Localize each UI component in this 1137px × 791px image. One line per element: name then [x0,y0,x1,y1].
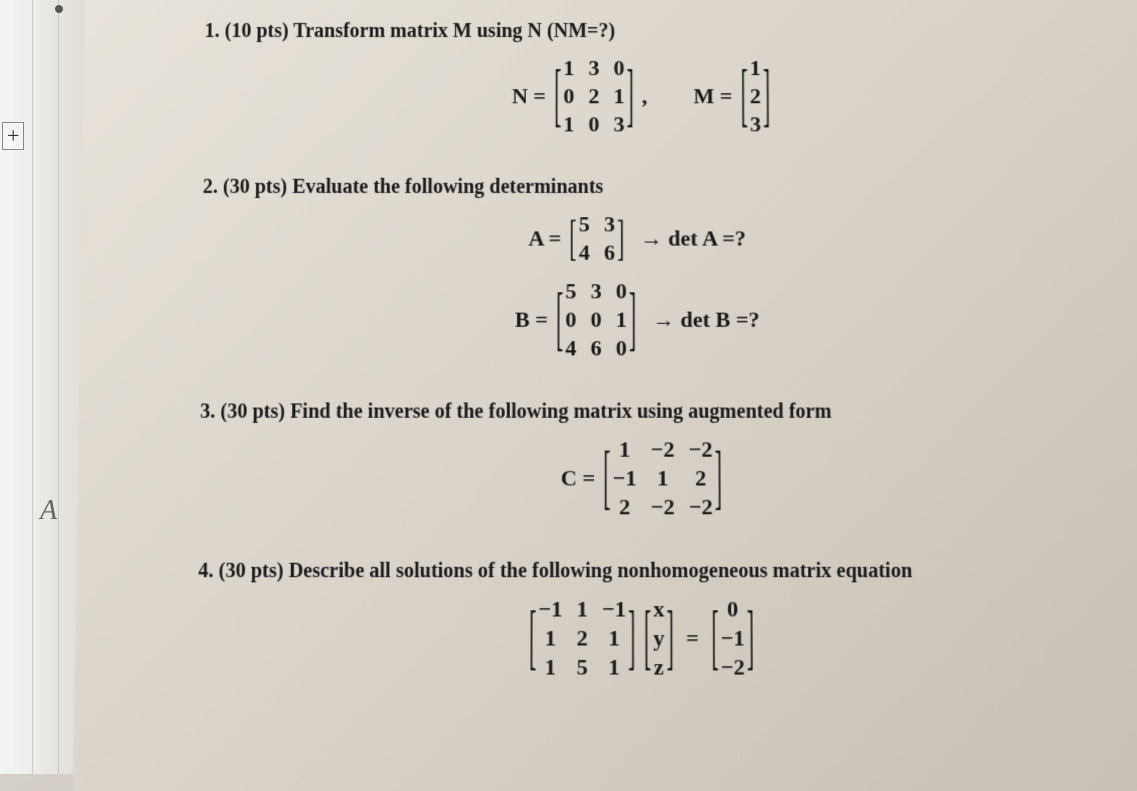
matrix-cell: 3 [591,278,602,304]
problem-3-points: (30 pts) [220,400,285,423]
matrix-cell: 0 [613,55,624,81]
matrix-cell: y [653,625,664,652]
matrix-cell: 0 [563,83,574,109]
matrix-cell: 1 [613,436,637,463]
matrix-cell: 0 [616,278,627,304]
matrix-cell: 6 [591,335,602,362]
matrix-cell: 5 [579,211,590,237]
problem-1-number: 1. [205,20,220,42]
matrix-cell: 1 [538,654,562,681]
matrix-n: [ 130021103 ] [554,55,634,137]
problem-3: 3. (30 pts) Find the inverse of the foll… [199,400,1084,520]
matrix-b-label: B = [515,307,548,333]
margin-rule-1 [32,0,33,774]
matrix-cell: 2 [577,625,588,652]
exam-page: 1. (10 pts) Transform matrix M using N (… [73,0,1137,791]
matrix-cell: −1 [538,596,562,623]
matrix-cell: 0 [565,307,576,333]
matrix-cell: 1 [563,111,574,137]
problem-4-prompt: 4. (30 pts) Describe all solutions of th… [198,560,1085,584]
problem-4-points: (30 pts) [218,560,283,583]
matrix-cell: 5 [565,278,576,304]
matrix-cell: 2 [613,494,637,521]
matrix-cell: 0 [616,335,627,362]
matrix-cell: 0 [591,307,602,333]
matrix-cell: 3 [604,211,615,237]
matrix-cell: 3 [750,111,761,137]
matrix-cell: 5 [577,654,588,681]
problem-2-number: 2. [203,176,218,198]
problem-3-text: Find the inverse of the following matrix… [290,400,832,423]
matrix-coef: [ −11−1121151 ] [529,596,636,681]
matrix-b: [ 530001460 ] [556,278,636,361]
matrix-c: [ 1−2−2−1122−2−2 ] [603,436,722,520]
matrix-a: [ 5346 ] [569,211,624,266]
matrix-cell: 4 [579,240,590,266]
problem-3-prompt: 3. (30 pts) Find the inverse of the foll… [200,400,1083,424]
matrix-cell: 1 [616,307,627,333]
margin-plus-mark: + [2,122,24,150]
matrix-c-label: C = [561,465,595,492]
matrix-cell: 1 [750,55,761,81]
matrix-cell: −2 [721,654,745,681]
matrix-cell: −2 [689,436,713,463]
matrix-vars: [ xyz ] [644,596,674,681]
matrix-cell: 2 [750,83,761,109]
problem-3-number: 3. [200,400,215,423]
problem-1-points: (10 pts) [225,20,289,42]
matrix-cell: 1 [651,465,675,492]
matrix-cell: −2 [651,494,675,521]
margin-dot [55,5,63,13]
problem-2-equation-b: B = [ 530001460 ] → det B =? [201,278,1082,361]
matrix-cell: 2 [588,83,599,109]
problem-1-prompt: 1. (10 pts) Transform matrix M using N (… [204,20,1077,43]
problem-1-equation: N = [ 130021103 ] , M = [ 123 ] [203,55,1078,137]
matrix-cell: 1 [563,55,574,81]
problem-1-text: Transform matrix M using N (NM=?) [293,20,615,42]
matrix-cell: −1 [721,625,745,652]
matrix-cell: 0 [588,111,599,137]
problem-2: 2. (30 pts) Evaluate the following deter… [201,176,1082,362]
matrix-cell: −1 [602,596,626,623]
matrix-cell: 3 [588,55,599,81]
matrix-cell: 1 [577,596,588,623]
matrix-cell: −2 [689,494,713,521]
problem-4-text: Describe all solutions of the following … [289,560,913,583]
matrix-a-label: A = [528,225,561,251]
problem-4-equation: [ −11−1121151 ] [ xyz ] = [ 0−1−2 ] [197,596,1086,681]
matrix-cell: 1 [538,625,562,652]
matrix-cell: 6 [604,240,615,266]
problem-2-prompt: 2. (30 pts) Evaluate the following deter… [203,176,1080,199]
problem-3-equation: C = [ 1−2−2−1122−2−2 ] [199,436,1084,520]
matrix-cell: 2 [689,465,713,492]
det-a-arrow: → det A =? [640,225,746,251]
matrix-cell: 3 [613,111,624,137]
matrix-cell: −1 [613,465,637,492]
matrix-cell: 0 [721,596,745,623]
problem-4: 4. (30 pts) Describe all solutions of th… [197,560,1086,681]
matrix-rhs: [ 0−1−2 ] [711,596,754,681]
equals-sign: = [686,625,699,652]
problem-4-number: 4. [198,560,214,583]
problem-2-points: (30 pts) [223,176,287,198]
matrix-cell: 4 [565,335,576,362]
matrix-cell: 1 [602,654,626,681]
matrix-cell: −2 [651,436,675,463]
det-b-arrow: → det B =? [653,307,760,333]
matrix-cell: z [653,654,664,681]
matrix-n-label: N = [512,83,546,109]
matrix-m: [ 123 ] [740,55,770,137]
matrix-cell: x [653,596,664,623]
matrix-cell: 1 [613,83,624,109]
notebook-margin: + A [0,0,86,774]
comma: , [642,83,648,109]
margin-rule-2 [58,0,59,774]
problem-2-text: Evaluate the following determinants [292,176,603,198]
matrix-cell: 1 [602,625,626,652]
problem-2-equation-a: A = [ 5346 ] → det A =? [202,211,1081,266]
matrix-m-label: M = [694,83,733,109]
margin-letter-mark: A [40,495,57,527]
problem-1: 1. (10 pts) Transform matrix M using N (… [203,20,1078,137]
